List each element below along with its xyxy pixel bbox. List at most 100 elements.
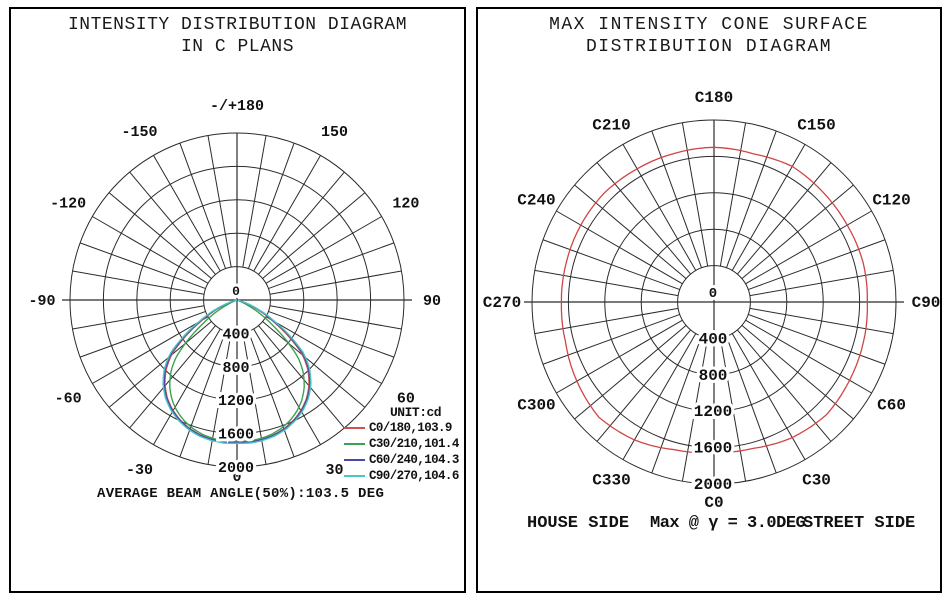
polar-radial-line	[265, 316, 382, 384]
c-plane-label-C120: C120	[872, 192, 910, 210]
polar-radial-line	[79, 310, 206, 358]
polar-radial-line	[72, 270, 205, 295]
ring-label: 1600	[218, 427, 254, 444]
polar-radial-line	[153, 155, 221, 272]
legend-label-c90-270: C90/270,104.6	[369, 469, 459, 483]
polar-radial-line	[542, 313, 680, 365]
polar-radial-line	[741, 325, 854, 420]
ring-label: 2000	[218, 460, 254, 477]
polar-radial-line	[108, 192, 212, 279]
polar-radial-line	[262, 192, 366, 279]
ring-label-zero: 0	[232, 284, 240, 299]
polar-radial-line	[108, 321, 212, 408]
c-plane-label-C330: C330	[592, 472, 630, 490]
polar-radial-line	[207, 332, 232, 465]
left-title-line2: IN C PLANS	[180, 37, 295, 57]
polar-radial-line	[622, 144, 697, 271]
polar-radial-line	[745, 210, 872, 285]
polar-radial-line	[268, 242, 395, 290]
legend-row-c60-240: C60/240,104.3	[344, 452, 459, 468]
polar-radial-line	[242, 135, 267, 268]
angle-label-120: 120	[392, 196, 419, 213]
angle-label-60: 60	[397, 391, 415, 408]
angle-label-150: 150	[321, 124, 348, 141]
legend-label-c60-240: C60/240,104.3	[369, 453, 459, 467]
c-plane-label-C210: C210	[592, 116, 630, 134]
legend-row-c0-180: C0/180,103.9	[344, 420, 459, 436]
angle-label-90: 90	[423, 293, 441, 310]
polar-radial-line	[247, 142, 295, 269]
angle-label--/+180: -/+180	[210, 98, 264, 115]
c-plane-label-C270: C270	[483, 294, 521, 312]
max-gamma-label: Max @ γ = 3.0DEG	[650, 514, 806, 533]
legend-swatch-c0-180	[344, 427, 365, 429]
street-side-label: STREET SIDE	[803, 514, 916, 533]
polar-radial-line	[253, 155, 321, 272]
intensity-curve-c90-270	[162, 299, 312, 444]
polar-radial-line	[262, 321, 366, 408]
c-plane-label-C90: C90	[912, 294, 941, 312]
c-plane-label-C30: C30	[802, 472, 831, 490]
polar-radial-line	[92, 216, 209, 284]
c-plane-label-C0: C0	[704, 494, 723, 512]
ring-label: 800	[222, 360, 249, 377]
polar-radial-line	[749, 269, 894, 297]
intensity-curve-c60-240	[163, 299, 311, 443]
polar-radial-line	[681, 337, 709, 482]
c-plane-label-C150: C150	[797, 116, 835, 134]
polar-radial-line	[725, 336, 777, 474]
ring-label: 1600	[694, 440, 732, 458]
polar-radial-line	[129, 325, 216, 429]
legend-label-c30-210: C30/210,101.4	[369, 437, 459, 451]
polar-radial-line	[748, 313, 886, 365]
legend: UNIT:cd C0/180,103.9 C30/210,101.4 C60/2…	[344, 405, 459, 484]
angle-label--120: -120	[50, 196, 86, 213]
polar-radial-line	[556, 319, 683, 394]
polar-radial-line	[72, 305, 205, 330]
polar-radial-line	[179, 142, 227, 269]
polar-radial-line	[737, 162, 832, 275]
polar-radial-line	[596, 329, 691, 442]
left-title-line1: INTENSITY DISTRIBUTION DIAGRAM	[67, 15, 408, 35]
polar-radial-line	[574, 325, 687, 420]
polar-radial-line	[745, 319, 872, 394]
right-panel-title: MAX INTENSITY CONE SURFACE DISTRIBUTION D…	[476, 14, 942, 58]
angle-label--150: -150	[121, 124, 157, 141]
polar-radial-line	[269, 305, 402, 330]
ring-label: 2000	[694, 476, 732, 494]
polar-radial-line	[731, 333, 806, 460]
angle-label--60: -60	[55, 391, 82, 408]
polar-radial-line	[129, 171, 216, 275]
cone-surface-panel	[476, 7, 942, 593]
polar-radial-line	[242, 332, 267, 465]
polar-radial-line	[92, 316, 209, 384]
polar-radial-line	[258, 171, 345, 275]
average-beam-angle-label: AVERAGE BEAM ANGLE(50%):103.5 DEG	[97, 486, 385, 502]
angle-label--30: -30	[126, 462, 153, 479]
polar-radial-line	[534, 307, 679, 335]
polar-radial-line	[681, 122, 709, 267]
right-title-line2: DISTRIBUTION DIAGRAM	[585, 37, 833, 57]
c-plane-label-C300: C300	[517, 397, 555, 415]
polar-radial-line	[731, 144, 806, 271]
polar-radial-line	[79, 242, 206, 290]
right-title-line1: MAX INTENSITY CONE SURFACE	[549, 15, 869, 35]
polar-radial-line	[725, 130, 777, 268]
polar-radial-line	[596, 162, 691, 275]
polar-radial-line	[737, 329, 832, 442]
left-panel-title: INTENSITY DISTRIBUTION DIAGRAM IN C PLANS	[9, 14, 466, 58]
polar-radial-line	[574, 184, 687, 279]
polar-radial-line	[749, 307, 894, 335]
ring-label: 800	[699, 367, 728, 385]
legend-swatch-c60-240	[344, 459, 365, 461]
polar-radial-line	[534, 269, 679, 297]
polar-radial-line	[247, 331, 295, 458]
polar-radial-line	[179, 331, 227, 458]
ring-label: 1200	[218, 393, 254, 410]
polar-radial-line	[622, 333, 697, 460]
polar-radial-line	[719, 337, 747, 482]
ring-label: 1200	[694, 403, 732, 421]
polar-radial-line	[719, 122, 747, 267]
max-intensity-curve	[560, 146, 869, 454]
